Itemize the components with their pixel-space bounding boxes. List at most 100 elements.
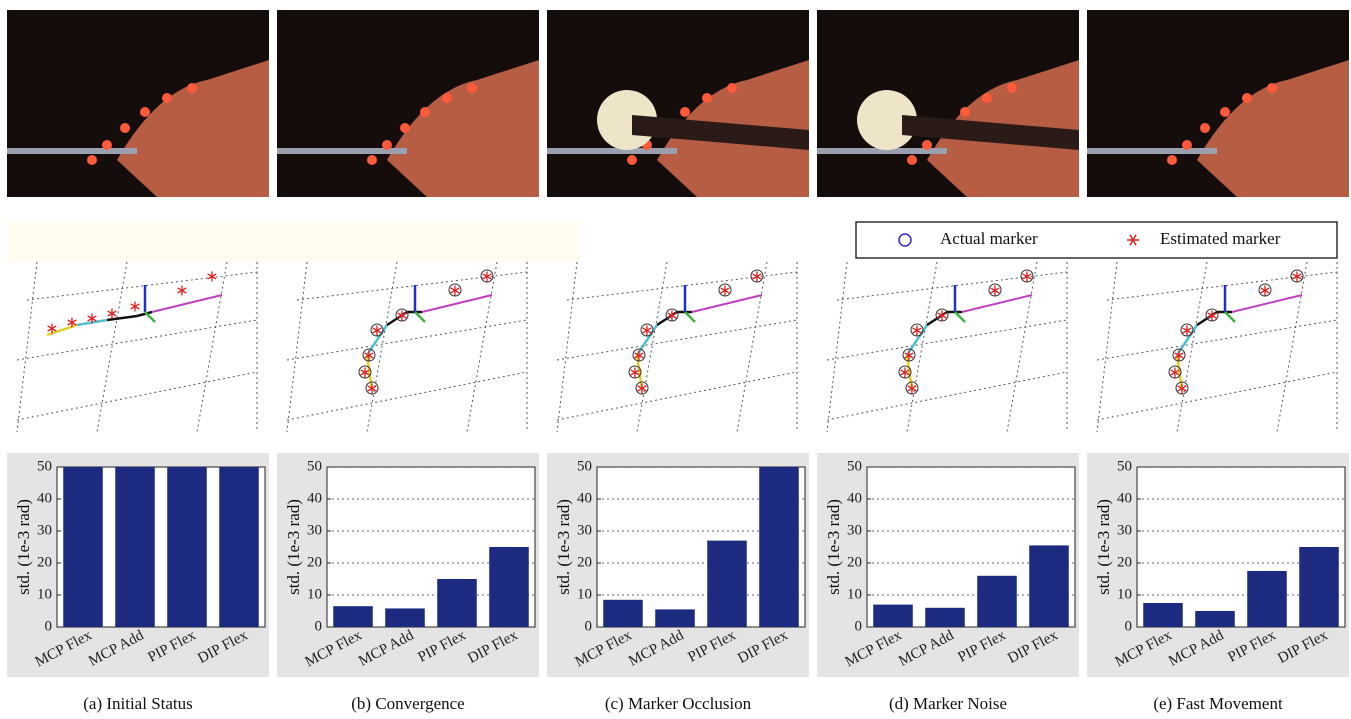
y-tick-label: 50: [577, 458, 592, 474]
marker-estimated-glyph: ∗: [480, 269, 493, 286]
marker-estimated-glyph: ∗: [1205, 308, 1218, 325]
highlight-strip: [7, 222, 580, 262]
grid-3d: [17, 372, 257, 420]
grid-3d: [557, 262, 577, 432]
y-tick-label: 30: [37, 522, 52, 538]
marker-estimated-glyph: ∗: [910, 323, 923, 340]
caption: (b) Convergence: [351, 694, 464, 713]
caption: (a) Initial Status: [83, 694, 193, 713]
y-tick-label: 50: [37, 458, 52, 474]
y-tick-label: 30: [307, 522, 322, 538]
bar: [1247, 571, 1287, 627]
marker-estimated-glyph: ∗: [448, 283, 461, 300]
y-tick-label: 10: [577, 586, 592, 602]
marker-estimated-glyph: ∗: [665, 308, 678, 325]
y-tick-label: 10: [307, 586, 322, 602]
marker-estimated-glyph: ∗: [640, 323, 653, 340]
led-marker: [727, 83, 737, 93]
marker-estimated-glyph: ∗: [1175, 381, 1188, 398]
marker-estimated-glyph: ∗: [1172, 348, 1185, 365]
bar: [977, 576, 1017, 627]
y-tick-label: 40: [1117, 490, 1132, 506]
led-marker: [102, 140, 112, 150]
grid-3d: [557, 320, 797, 360]
grid-3d: [827, 320, 1067, 360]
grid-3d: [97, 262, 127, 432]
axis-3d: [685, 312, 695, 322]
marker-estimated-glyph: ∗: [898, 365, 911, 382]
grid-3d: [287, 320, 527, 360]
y-tick-label: 30: [1117, 522, 1132, 538]
led-marker: [982, 93, 992, 103]
y-tick-label: 10: [847, 586, 862, 602]
bar: [489, 547, 529, 627]
marker-estimated-glyph: ∗: [65, 315, 78, 332]
led-marker: [702, 93, 712, 103]
grid-3d: [1097, 372, 1337, 420]
y-tick-label: 10: [1117, 586, 1132, 602]
bar: [333, 606, 373, 627]
marker-estimated-glyph: ∗: [628, 365, 641, 382]
led-marker: [467, 83, 477, 93]
grid-3d: [287, 262, 307, 432]
bar: [925, 608, 965, 627]
y-tick-label: 40: [37, 490, 52, 506]
axis-3d: [955, 312, 965, 322]
bar: [63, 467, 103, 627]
marker-estimated-glyph: ∗: [935, 308, 948, 325]
y-tick-label: 40: [577, 490, 592, 506]
bar: [603, 600, 643, 627]
marker-estimated-glyph: ∗: [1020, 269, 1033, 286]
marker-estimated-glyph: ∗: [988, 283, 1001, 300]
led-marker: [960, 107, 970, 117]
marker-estimated-glyph: ∗: [370, 323, 383, 340]
marker-estimated-glyph: ∗: [1168, 365, 1181, 382]
bar: [873, 605, 913, 627]
led-marker: [1182, 140, 1192, 150]
grid-3d: [557, 372, 797, 420]
marker-estimated-glyph: ∗: [635, 381, 648, 398]
y-tick-label: 50: [1117, 458, 1132, 474]
bar: [707, 541, 747, 627]
y-tick-label: 20: [37, 554, 52, 570]
led-marker: [120, 123, 130, 133]
grid-3d: [737, 262, 767, 432]
led-marker: [922, 140, 932, 150]
bar: [655, 609, 695, 627]
caption: (d) Marker Noise: [889, 694, 1007, 713]
grid-3d: [1007, 262, 1037, 432]
y-tick-label: 20: [577, 554, 592, 570]
marker-estimated-glyph: ∗: [205, 269, 218, 286]
caption: (c) Marker Occlusion: [605, 694, 752, 713]
marker-estimated-glyph: ∗: [750, 269, 763, 286]
grid-3d: [1097, 262, 1117, 432]
y-tick-label: 20: [1117, 554, 1132, 570]
caption: (e) Fast Movement: [1153, 694, 1283, 713]
led-marker: [680, 107, 690, 117]
marker-estimated-glyph: ∗: [175, 283, 188, 300]
y-tick-label: 50: [847, 458, 862, 474]
grid-3d: [17, 262, 37, 432]
grid-3d: [1097, 320, 1337, 360]
y-axis-label: std. (1e-3 rad): [1094, 499, 1113, 595]
led-marker: [87, 155, 97, 165]
bar: [1195, 611, 1235, 627]
grid-3d: [197, 262, 227, 432]
axis-3d: [1225, 312, 1235, 322]
y-tick-label: 0: [855, 618, 863, 634]
led-marker: [1267, 83, 1277, 93]
y-tick-label: 40: [847, 490, 862, 506]
grid-3d: [827, 262, 847, 432]
led-marker: [442, 93, 452, 103]
y-axis-label: std. (1e-3 rad): [14, 499, 33, 595]
bar: [219, 467, 259, 627]
marker-estimated-glyph: ∗: [1290, 269, 1303, 286]
bar: [437, 579, 477, 627]
led-marker: [627, 155, 637, 165]
led-marker: [1200, 123, 1210, 133]
grid-3d: [467, 262, 497, 432]
y-tick-label: 10: [37, 586, 52, 602]
y-tick-label: 30: [847, 522, 862, 538]
marker-estimated-glyph: ∗: [1258, 283, 1271, 300]
marker-estimated-glyph: ∗: [905, 381, 918, 398]
